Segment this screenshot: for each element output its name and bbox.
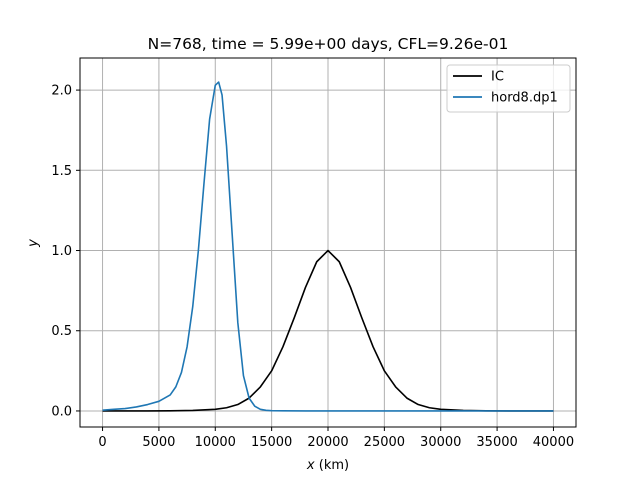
- chart-title: N=768, time = 5.99e+00 days, CFL=9.26e-0…: [148, 35, 509, 53]
- x-tick-label: 0: [98, 435, 106, 450]
- x-axis-label: x (km): [306, 458, 349, 473]
- x-tick-label: 30000: [420, 435, 461, 450]
- series-layer: [102, 81, 554, 412]
- y-tick-label: 1.0: [51, 244, 72, 259]
- x-axis-label-var: x: [306, 458, 315, 473]
- legend: IC hord8.dp1: [446, 64, 571, 113]
- y-tick-label: 0.0: [51, 404, 72, 419]
- x-tick-label: 20000: [307, 435, 348, 450]
- y-tick-label: 1.5: [51, 164, 72, 179]
- x-axis: 0 5000 10000 15000 20000 25000 30000 35000 40000: [98, 427, 574, 450]
- y-axis: 0.0 0.5 1.0 1.5 2.0: [51, 84, 80, 419]
- x-tick-label: 15000: [251, 435, 292, 450]
- x-tick-label: 5000: [142, 435, 175, 450]
- series-line-0: [102, 249, 554, 412]
- y-tick-label: 2.0: [51, 84, 72, 99]
- y-tick-label: 0.5: [51, 324, 72, 339]
- x-tick-label: 40000: [533, 435, 574, 450]
- legend-label-1: hord8.dp1: [491, 91, 558, 106]
- series-line-1: [102, 81, 554, 412]
- y-axis-label: y: [26, 239, 41, 248]
- legend-label-0: IC: [491, 70, 504, 85]
- x-tick-label: 35000: [476, 435, 517, 450]
- x-tick-label: 25000: [364, 435, 405, 450]
- x-tick-label: 10000: [195, 435, 236, 450]
- x-axis-label-unit: (km): [315, 458, 349, 473]
